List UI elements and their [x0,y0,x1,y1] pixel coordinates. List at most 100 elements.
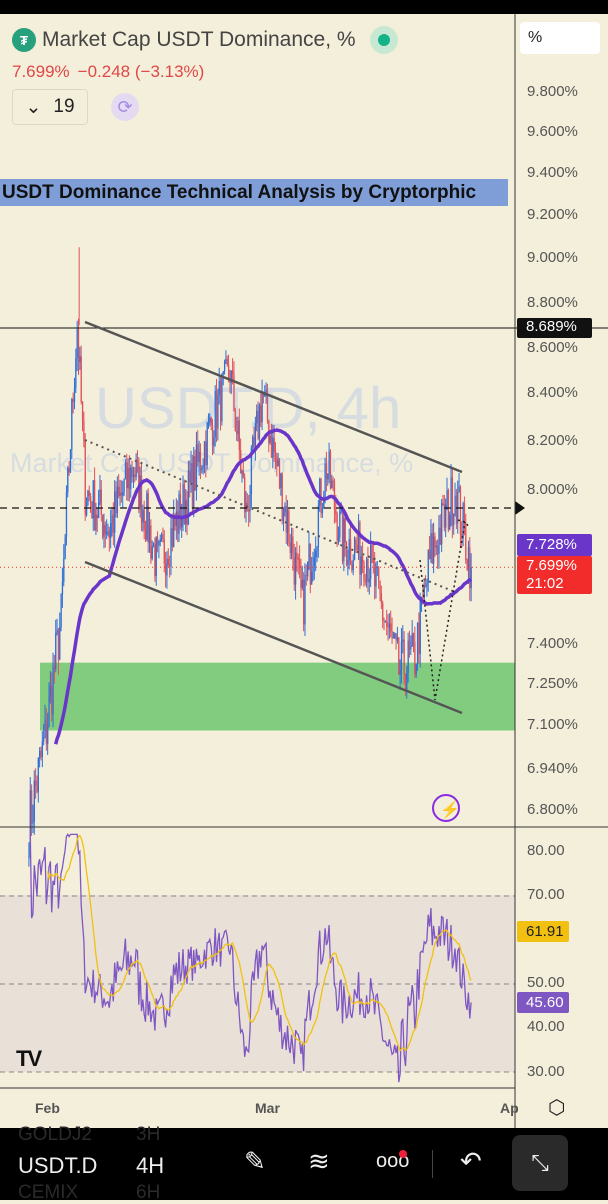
candle [356,545,358,551]
ghost-tf-above: 3H [136,1124,161,1145]
candle [194,456,196,491]
candle [250,447,253,495]
price-axis-label: 9.800% [527,83,578,100]
time-label-mar: Mar [255,1100,280,1116]
candle [148,525,151,543]
candle [187,470,190,525]
candle [364,580,366,582]
candle [170,528,172,567]
candle [151,546,153,559]
toolbar-divider [432,1150,433,1178]
candle [469,547,471,589]
candle [339,511,341,538]
candle [328,451,330,474]
candle [329,451,332,489]
candle [260,405,262,423]
candle [345,542,348,565]
timeframe-picker[interactable]: 4H [136,1153,165,1178]
candle [126,462,128,489]
fullscreen-exit-icon[interactable]: ⤡ [512,1135,568,1191]
candle [386,621,388,627]
candle [127,467,129,489]
candle [143,509,145,530]
candle [458,486,460,492]
candle [414,641,416,675]
candle [236,431,238,435]
candle [213,437,215,446]
indicators-toggle[interactable]: ⌄ 19 [12,89,88,125]
candle [297,557,299,560]
alert-icon [432,794,460,822]
candle [210,417,212,426]
candle [313,557,316,567]
symbol-header[interactable]: ₮ Market Cap USDT Dominance, % [12,26,398,54]
candle [269,435,271,443]
candle [319,478,321,506]
candle [198,451,200,462]
candle [79,356,81,362]
candle [242,471,245,478]
candle [84,441,86,515]
candle [119,492,121,496]
candle [107,530,109,532]
candle [266,389,269,421]
candle [276,456,278,467]
candle [335,508,337,514]
price-axis-label: 9.000% [527,249,578,266]
price-change: −0.248 (−3.13%) [77,62,205,81]
last-price-value: 7.699% [526,557,577,574]
candle [253,436,255,447]
candle [382,603,384,621]
candle [43,737,45,742]
ghost-symbol-above: GOLDJ2 [18,1124,92,1145]
candle [341,508,344,561]
tradingview-logo: TV [16,1046,42,1071]
candle [415,663,417,675]
chevron-down-icon: ⌄ [25,96,42,118]
candle [85,504,88,515]
candle [171,528,173,547]
candle [80,356,82,402]
channel-upper [84,320,463,474]
refresh-icon[interactable]: ⟳ [111,93,139,121]
candle [134,474,136,477]
candle [108,530,111,538]
candle [179,494,182,528]
candle [226,359,228,365]
candle [327,473,329,480]
candle [371,544,373,558]
channel-mid [84,439,456,593]
candle [112,514,115,533]
candle [223,361,226,372]
candle [225,359,227,362]
bolt-icon: ⚡ [440,800,460,819]
candle [232,370,234,375]
candle [32,821,34,824]
candle [248,509,250,512]
candle [201,468,203,470]
symbol-picker[interactable]: USDT.D [18,1153,98,1178]
candle [299,559,301,568]
candle [162,534,164,540]
candle [128,467,131,490]
indicators-icon[interactable]: ≋ [308,1146,330,1176]
candle [132,474,135,477]
candle [41,741,44,757]
candle [470,567,472,589]
market-status-icon[interactable] [369,26,398,54]
undo-icon[interactable]: ↶ [460,1146,482,1176]
settings-icon[interactable]: ⬡ [548,1097,566,1119]
candle [288,510,290,543]
candle [52,666,54,715]
candle [270,435,273,458]
candle [47,725,49,745]
candle [182,484,184,517]
price-axis-label: 8.800% [527,294,578,311]
candle [33,780,35,822]
scale-mode-button[interactable]: % [520,22,600,54]
candle [230,370,232,383]
candle [336,513,338,541]
draw-icon[interactable]: ✎ [244,1146,266,1176]
candle [181,516,183,528]
